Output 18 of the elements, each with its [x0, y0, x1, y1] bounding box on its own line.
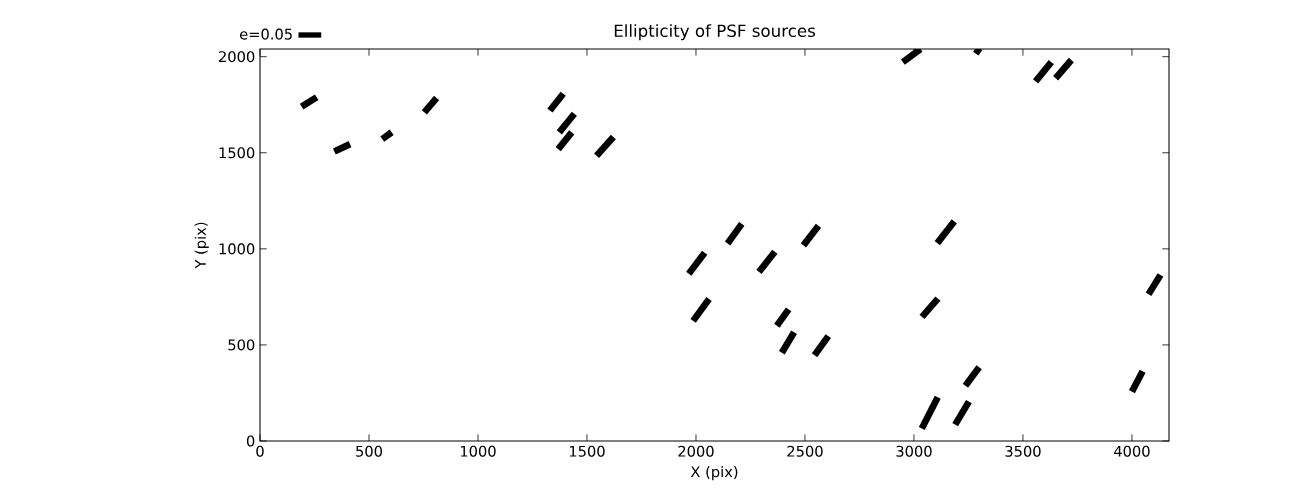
y-axis-title: Y (pix)	[194, 222, 209, 269]
legend-label: e=0.05	[239, 28, 292, 40]
x-axis-title: X (pix)	[690, 465, 738, 481]
y-tick-label: 0	[246, 435, 255, 447]
x-tick-label: 500	[356, 445, 382, 457]
x-tick-label: 4000	[1114, 445, 1150, 457]
y-tick-label: 1000	[219, 243, 255, 255]
x-tick-label: 3500	[1005, 445, 1041, 457]
x-tick-label: 2000	[678, 445, 714, 457]
x-tick-label: 1500	[569, 445, 605, 457]
y-tick-label: 1500	[219, 147, 255, 159]
x-tick-label: 3000	[896, 445, 932, 457]
chart-title: Ellipticity of PSF sources	[614, 24, 815, 41]
y-tick-label: 2000	[219, 51, 255, 63]
x-tick-label: 0	[256, 445, 264, 457]
x-tick-label: 1000	[460, 445, 496, 457]
y-tick-label: 500	[228, 339, 255, 351]
x-tick-label: 2500	[787, 445, 823, 457]
